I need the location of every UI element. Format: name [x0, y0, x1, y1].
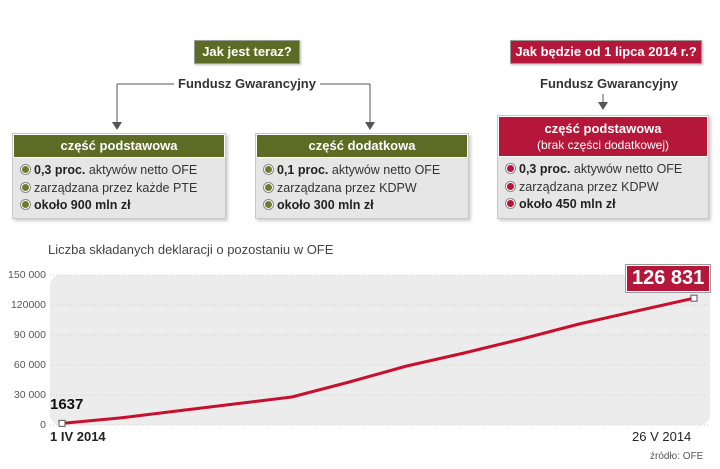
chart-title: Liczba składanych deklaracji o pozostani…	[48, 242, 334, 257]
start-point	[58, 419, 66, 427]
now-label: Jak jest teraz?	[194, 40, 300, 64]
card-title: część podstawowa	[13, 134, 225, 158]
bullet-icon	[21, 200, 30, 209]
bullet-icon	[506, 181, 515, 191]
start-value-label: 1637	[50, 396, 84, 413]
card-basic-now: część podstawowa 0,3 proc. aktywów netto…	[12, 133, 226, 219]
card-title: część dodatkowa	[256, 134, 468, 158]
list-item: 0,3 proc. aktywów netto OFE	[21, 162, 225, 180]
bullet-icon	[21, 182, 30, 192]
end-point	[690, 294, 698, 302]
bullet-icon	[506, 164, 515, 173]
list-item: zarządzana przez każde PTE	[21, 180, 225, 198]
card-title-text: część podstawowa	[544, 121, 662, 136]
end-value-label: 126 831	[626, 265, 711, 292]
x-end-label: 26 V 2014	[632, 429, 692, 444]
bullet-icon	[21, 165, 30, 174]
list-item: zarządzana przez KDPW	[264, 180, 468, 198]
list-item: 0,3 proc. aktywów netto OFE	[506, 161, 708, 179]
y-tick-label: 30 000	[13, 389, 46, 401]
card-subtitle: (brak części dodatkowej)	[536, 138, 670, 152]
card-basic-future: część podstawowa (brak części dodatkowej…	[497, 115, 709, 219]
card-title: część podstawowa (brak części dodatkowej…	[498, 116, 708, 157]
x-start-label: 1 IV 2014	[50, 429, 106, 444]
list-item: około 450 mln zł	[506, 196, 708, 214]
card-additional-now: część dodatkowa 0,1 proc. aktywów netto …	[255, 133, 469, 219]
y-tick-label: 120000	[10, 299, 46, 311]
list-item: zarządzana przez KDPW	[506, 179, 708, 197]
bullet-icon	[264, 165, 273, 174]
plot-background	[50, 275, 710, 425]
source-note: źródło: OFE	[650, 451, 704, 462]
y-tick-label: 150 000	[8, 269, 46, 281]
y-tick-label: 90 000	[13, 329, 46, 341]
bullet-icon	[506, 199, 515, 208]
fund-label-left: Fundusz Gwarancyjny	[174, 76, 320, 91]
series-line	[60, 296, 696, 425]
y-tick-label: 60 000	[13, 359, 46, 371]
future-label: Jak będzie od 1 lipca 2014 r.?	[510, 40, 702, 64]
list-item: około 300 mln zł	[264, 197, 468, 215]
list-item: 0,1 proc. aktywów netto OFE	[264, 162, 468, 180]
bullet-icon	[264, 200, 273, 209]
fund-label-right: Fundusz Gwarancyjny	[536, 76, 682, 91]
list-item: około 900 mln zł	[21, 197, 225, 215]
y-tick-label: 0	[40, 419, 46, 431]
bullet-icon	[264, 182, 273, 192]
